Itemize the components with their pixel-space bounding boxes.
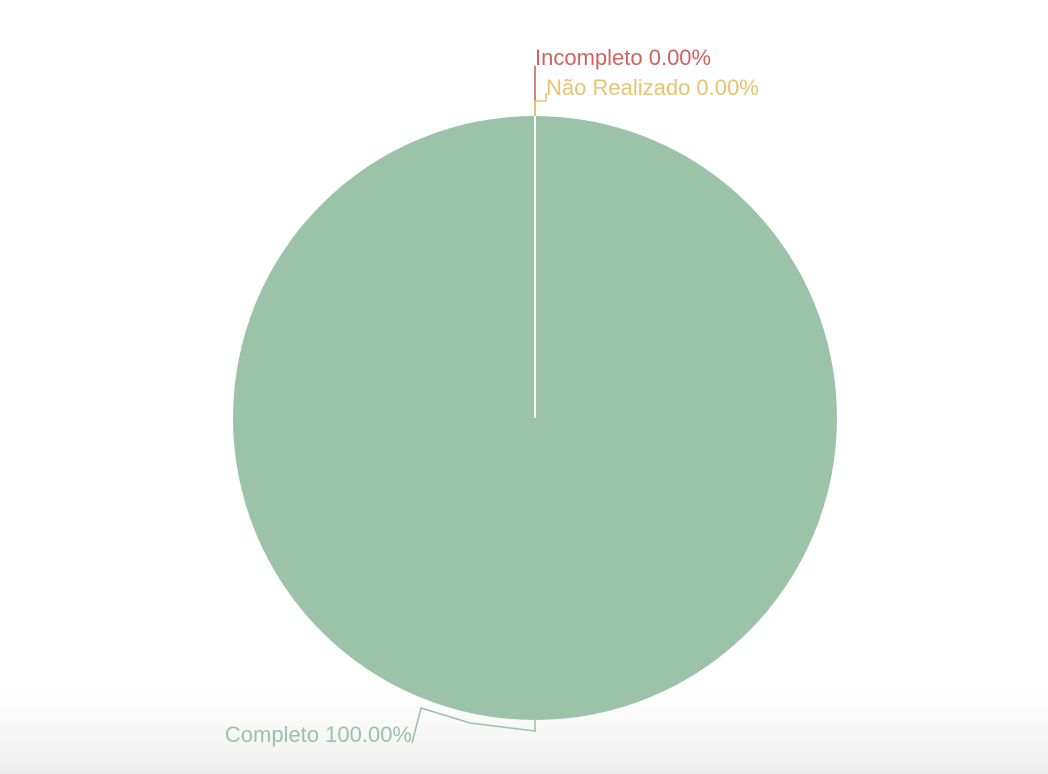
slice-label-incompleto: Incompleto 0.00% xyxy=(535,45,711,70)
labels-layer: Completo 100.00% Incompleto 0.00% Não Real… xyxy=(225,45,759,747)
slices-layer xyxy=(233,116,837,720)
leader-lines-layer xyxy=(411,66,547,744)
slice-label-completo: Completo 100.00% xyxy=(225,722,412,747)
leader-line-completo xyxy=(411,706,536,744)
slice-label-nao-realizado: Não Realizado 0.00% xyxy=(546,75,759,100)
leader-line-nao-realizado xyxy=(534,93,547,116)
